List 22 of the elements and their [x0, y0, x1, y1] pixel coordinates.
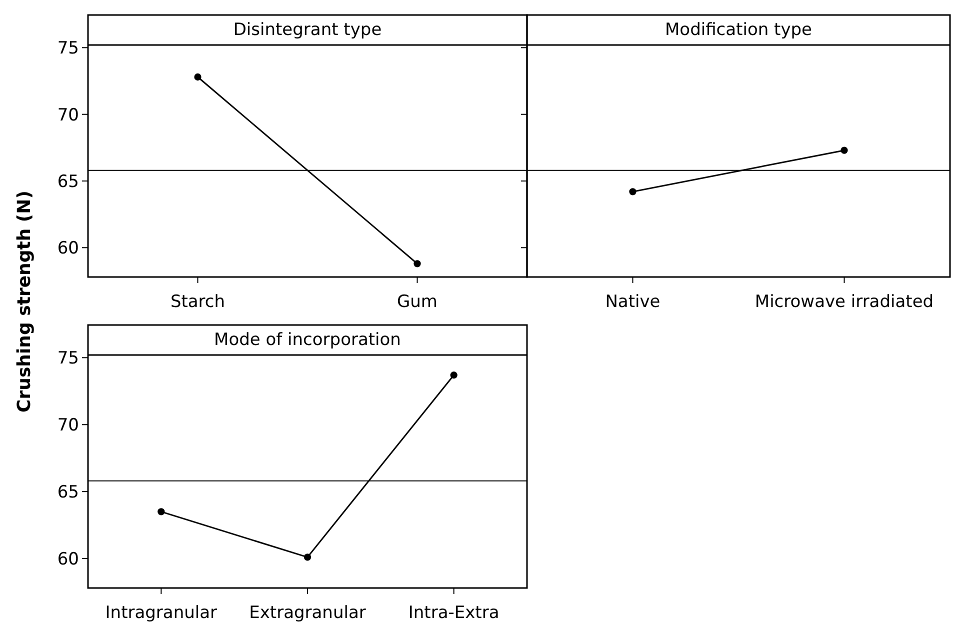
y-tick-label: 75: [57, 38, 79, 59]
y-axis-title: Crushing strength (N): [14, 190, 35, 412]
x-tick-label: Microwave irradiated: [754, 292, 934, 312]
y-tick-label: 75: [57, 348, 79, 369]
point: [158, 508, 165, 516]
chart-title: Mode of incorporation: [214, 330, 401, 350]
y-tick-label: 65: [57, 172, 79, 192]
x-tick-label: Native: [605, 292, 660, 312]
x-tick-label: Extragranular: [249, 603, 366, 622]
chart-title: Disintegrant type: [233, 20, 382, 40]
point: [450, 372, 458, 379]
y-tick-label: 60: [57, 549, 79, 570]
point: [304, 554, 312, 561]
x-tick-label: Gum: [396, 292, 438, 312]
x-tick-label: Intra-Extra: [408, 603, 500, 622]
chart-title: Modification type: [665, 20, 812, 40]
y-tick-label: 60: [57, 238, 79, 259]
y-tick-label: 70: [57, 416, 79, 436]
y-tick-label: 70: [57, 105, 79, 126]
x-tick-label: Intragranular: [105, 603, 218, 622]
y-tick-label: 65: [57, 482, 79, 503]
x-tick-label: Starch: [170, 292, 226, 312]
